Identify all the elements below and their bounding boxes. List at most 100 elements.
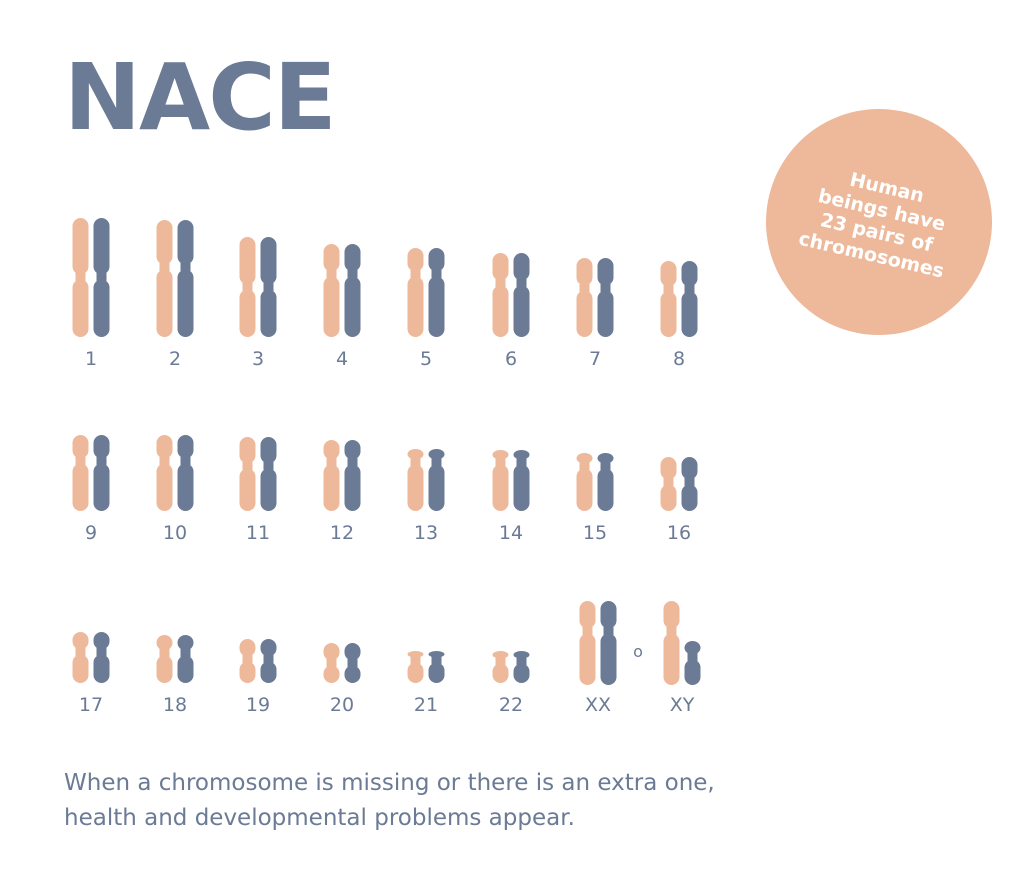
chromosome-15-paternal-q-arm [597, 468, 614, 511]
chromosome-20-paternal-q-arm [344, 665, 361, 683]
chromosome-19-maternal-q-arm [239, 661, 256, 683]
chromosome-3-maternal [239, 237, 256, 337]
pair-label: 14 [499, 522, 523, 544]
chromosome-5-paternal-centromere [431, 270, 442, 278]
chromosome-9-maternal [72, 435, 89, 511]
chromosome-18-maternal-q-arm [156, 655, 173, 683]
chromosome-3-paternal-q-arm [260, 289, 277, 337]
chromosome-5-paternal-q-arm [428, 276, 445, 337]
chromosome-4-maternal-q-arm [323, 276, 340, 337]
pair-label: 12 [330, 522, 354, 544]
chromosome-3-maternal-centromere [242, 283, 253, 291]
chromosome-15-paternal [597, 453, 614, 511]
chromosome-pair-18: 18 [156, 635, 194, 716]
chromosome-10-maternal-q-arm [156, 463, 173, 511]
chromosome-9-paternal [93, 435, 110, 511]
chromosome-19-paternal-q-arm [260, 661, 277, 683]
chromosome-2-paternal-centromere [180, 263, 191, 271]
chromosome-19-paternal [260, 639, 277, 683]
chromosome-9-maternal-q-arm [72, 463, 89, 511]
pair-label: 3 [252, 348, 264, 370]
pair-label: 22 [499, 694, 523, 716]
chromosome-6-maternal-q-arm [492, 285, 509, 337]
chromosome-9-maternal-centromere [75, 457, 86, 465]
chromosome-xx-maternal-q-arm [579, 633, 596, 685]
page-title: NACE [64, 44, 337, 151]
chromosome-10-paternal-q-arm [177, 463, 194, 511]
chromosome-1-paternal-p-arm [93, 218, 110, 275]
chromosome-11-maternal-q-arm [239, 468, 256, 511]
chromosome-17-paternal-centromere [96, 648, 107, 656]
chromosome-16-maternal [660, 457, 677, 511]
chromosome-pair-15: 15 [576, 453, 614, 544]
chromosome-19-paternal-p-arm [260, 639, 277, 657]
chromosome-21-maternal-centromere [410, 656, 421, 664]
caption: When a chromosome is missing or there is… [64, 766, 715, 836]
chromosome-7-maternal-p-arm [576, 258, 593, 286]
chromosome-11-paternal-centromere [263, 462, 274, 470]
chromosome-16-maternal-centromere [663, 478, 674, 486]
chromosome-18-paternal-p-arm [177, 635, 194, 651]
chromosome-pair-5: 5 [407, 248, 445, 370]
chromosome-18-maternal [156, 635, 173, 683]
chromosome-7-paternal-q-arm [597, 290, 614, 337]
chromosome-18-maternal-centromere [159, 649, 170, 657]
pair-label: 4 [336, 348, 348, 370]
chromosome-9-maternal-p-arm [72, 435, 89, 459]
chromosome-7-maternal-centromere [579, 284, 590, 292]
chromosome-15-maternal-centromere [579, 462, 590, 470]
chromosome-8-maternal-centromere [663, 285, 674, 293]
chromosome-2-maternal-q-arm [156, 269, 173, 337]
chromosome-11-maternal-centromere [242, 462, 253, 470]
chromosome-20-paternal [344, 643, 361, 683]
chromosome-pair-11: 11 [239, 437, 277, 544]
chromosome-21-paternal-p-arm [428, 651, 445, 658]
chromosome-8-maternal-p-arm [660, 261, 677, 287]
chromosome-pair-8: 8 [660, 261, 698, 370]
chromosome-1-paternal-centromere [96, 273, 107, 281]
chromosome-12-paternal-centromere [347, 458, 358, 466]
chromosome-15-paternal-p-arm [597, 453, 614, 464]
chromosome-16-maternal-p-arm [660, 457, 677, 480]
chromosome-1-paternal-q-arm [93, 279, 110, 337]
chromosome-xy-maternal [663, 601, 680, 685]
pair-label: 15 [583, 522, 607, 544]
chromosome-21-paternal-q-arm [428, 662, 445, 683]
info-badge: Human beings have 23 pairs of chromosome… [766, 109, 992, 335]
chromosome-6-paternal-q-arm [513, 285, 530, 337]
chromosome-22-maternal-q-arm [492, 663, 509, 683]
chromosome-5-paternal [428, 248, 445, 337]
chromosome-4-maternal-centromere [326, 270, 337, 278]
chromosome-10-maternal-centromere [159, 457, 170, 465]
chromosome-14-maternal-p-arm [492, 450, 509, 460]
chromosome-19-maternal-p-arm [239, 639, 256, 657]
pair-label: 1 [85, 348, 97, 370]
chromosome-22-paternal-centromere [516, 657, 527, 665]
chromosome-pair-21: 21 [407, 651, 445, 716]
chromosome-pair-xx: XX [579, 601, 617, 716]
chromosome-5-maternal-centromere [410, 270, 421, 278]
chromosome-14-maternal-q-arm [492, 464, 509, 511]
chromosome-16-paternal-p-arm [681, 457, 698, 480]
chromosome-17-maternal-p-arm [72, 632, 89, 650]
chromosome-21-maternal-p-arm [407, 651, 424, 658]
chromosome-2-maternal [156, 220, 173, 337]
chromosome-1-maternal-p-arm [72, 218, 89, 275]
chromosome-pair-22: 22 [492, 651, 530, 716]
chromosome-pair-17: 17 [72, 632, 110, 716]
chromosome-6-paternal-centromere [516, 279, 527, 287]
chromosome-11-paternal-q-arm [260, 468, 277, 511]
chromosome-pair-14: 14 [492, 450, 530, 544]
chromosome-3-paternal [260, 237, 277, 337]
chromosome-8-paternal-p-arm [681, 261, 698, 287]
chromosome-8-paternal-q-arm [681, 291, 698, 337]
chromosome-xy-maternal-q-arm [663, 633, 680, 685]
pair-label: 5 [420, 348, 432, 370]
chromosome-18-maternal-p-arm [156, 635, 173, 651]
chromosome-pair-6: 6 [492, 253, 530, 370]
chromosome-pair-13: 13 [407, 449, 445, 544]
chromosome-pair-10: 10 [156, 435, 194, 544]
chromosome-20-maternal [323, 643, 340, 683]
chromosome-pair-1: 1 [72, 218, 110, 370]
